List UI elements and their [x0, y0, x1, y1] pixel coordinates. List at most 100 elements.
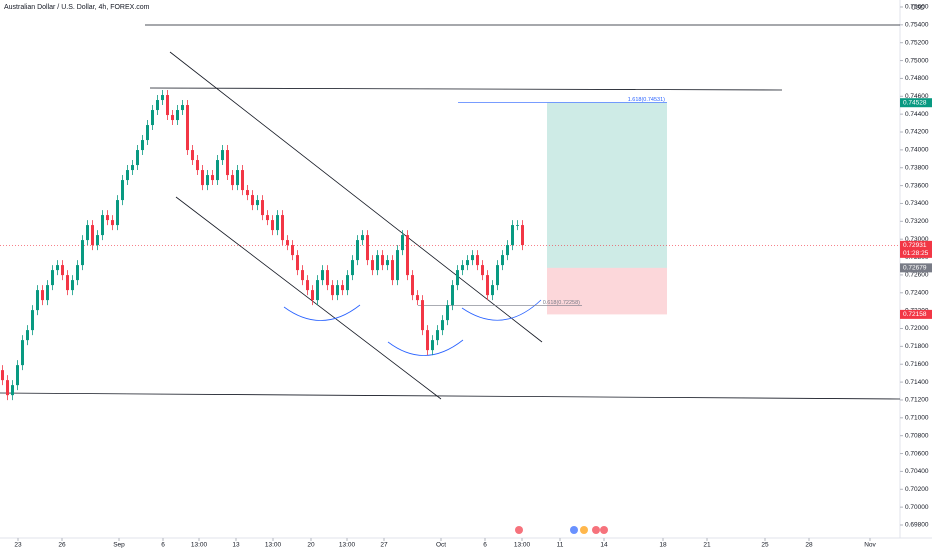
candle-body — [326, 270, 329, 286]
candle-body — [41, 290, 44, 301]
candle-body — [1, 370, 4, 381]
x-tick-label: 13 — [232, 542, 240, 549]
event-icon[interactable] — [600, 526, 608, 534]
candle-body — [201, 170, 204, 186]
candle-body — [31, 310, 34, 331]
candle-body — [241, 170, 244, 191]
candle-body — [421, 300, 424, 331]
candle-body — [481, 265, 484, 276]
y-tick-label: 0.74600 — [905, 93, 929, 100]
event-icon[interactable] — [580, 526, 588, 534]
fib-label: 1.618(0.74531) — [628, 97, 665, 103]
candle-body — [216, 160, 219, 181]
candle-body — [181, 105, 184, 111]
x-tick-label: 21 — [703, 542, 711, 549]
candle-body — [316, 280, 319, 301]
y-tick-label: 0.75600 — [905, 4, 929, 11]
candle-body — [26, 330, 29, 341]
candle-body — [301, 270, 304, 281]
left-shoulder-arc — [283, 304, 361, 321]
y-tick-label: 0.71800 — [905, 343, 929, 350]
x-tick-label: 27 — [380, 542, 388, 549]
candle-body — [381, 255, 384, 266]
y-tick-label: 0.75200 — [905, 39, 929, 46]
y-tick-label: 0.69800 — [905, 522, 929, 529]
candle-body — [11, 385, 14, 396]
candle-body — [476, 255, 479, 266]
candle-body — [56, 265, 59, 271]
event-icon[interactable] — [515, 526, 523, 534]
candle-body — [361, 235, 364, 241]
x-tick-label: 13:00 — [191, 542, 208, 549]
x-tick-label: 11 — [557, 542, 564, 549]
x-tick-label: 25 — [761, 542, 769, 549]
candle-body — [36, 290, 39, 311]
y-tick-label: 0.73200 — [905, 218, 929, 225]
x-tick-label: 20 — [307, 542, 315, 549]
candle-body — [6, 380, 9, 396]
event-icon[interactable] — [570, 526, 578, 534]
candle-body — [246, 190, 249, 196]
x-tick-label: Nov — [864, 542, 876, 549]
y-tick-label: 0.75000 — [905, 57, 929, 64]
head-arc — [387, 339, 464, 356]
fib-label: 0.618(0.72258) — [543, 300, 580, 306]
x-tick-label: Oct — [436, 542, 446, 549]
y-tick-label: 0.75400 — [905, 22, 929, 29]
candle-body — [376, 255, 379, 271]
currency-label[interactable]: USD — [911, 5, 925, 12]
candle-body — [521, 225, 524, 246]
candle-body — [226, 150, 229, 176]
y-tick-label: 0.74000 — [905, 147, 929, 154]
price-tag-label: 0.74528 — [903, 99, 927, 106]
candle-body — [91, 225, 94, 246]
y-tick-label: 0.74800 — [905, 75, 929, 82]
candle-body — [336, 285, 339, 296]
x-tick-label: 28 — [805, 542, 813, 549]
candle-body — [511, 225, 514, 246]
candle-body — [231, 175, 234, 186]
x-tick-label: 18 — [659, 542, 667, 549]
candle-body — [161, 95, 164, 101]
candle-body — [451, 285, 454, 306]
candle-body — [411, 275, 414, 296]
candle-body — [396, 250, 399, 281]
y-tick-label: 0.70000 — [905, 504, 929, 511]
candle-body — [116, 200, 119, 226]
y-tick-label: 0.70400 — [905, 468, 929, 475]
candle-body — [516, 225, 519, 226]
event-icon[interactable] — [592, 526, 600, 534]
candle-body — [46, 285, 49, 301]
candle-body — [261, 200, 264, 216]
y-tick-label: 0.73800 — [905, 164, 929, 171]
candle-body — [76, 265, 79, 281]
candle-body — [456, 270, 459, 286]
candle-body — [251, 195, 254, 206]
candle-body — [136, 150, 139, 166]
target-zone — [547, 102, 667, 268]
candle-body — [66, 275, 69, 291]
y-tick-label: 0.71000 — [905, 415, 929, 422]
candle-body — [211, 175, 214, 181]
candle-body — [356, 240, 359, 261]
y-tick-label: 0.72000 — [905, 325, 929, 332]
candle-body — [431, 340, 434, 351]
price-tag — [900, 309, 932, 319]
candle-body — [206, 175, 209, 186]
candle-body — [341, 285, 344, 291]
x-tick-label: 13:00 — [514, 542, 531, 549]
candle-body — [16, 365, 19, 386]
candle-body — [126, 170, 129, 181]
candle-body — [176, 110, 179, 121]
candle-body — [471, 255, 474, 261]
x-tick-label: 13:00 — [339, 542, 356, 549]
y-tick-label: 0.74200 — [905, 129, 929, 136]
y-tick-label: 0.72400 — [905, 289, 929, 296]
y-tick-label: 0.74400 — [905, 111, 929, 118]
x-tick-label: 26 — [58, 542, 66, 549]
price-tag — [900, 98, 932, 108]
y-tick-label: 0.73400 — [905, 200, 929, 207]
candle-body — [331, 285, 334, 296]
